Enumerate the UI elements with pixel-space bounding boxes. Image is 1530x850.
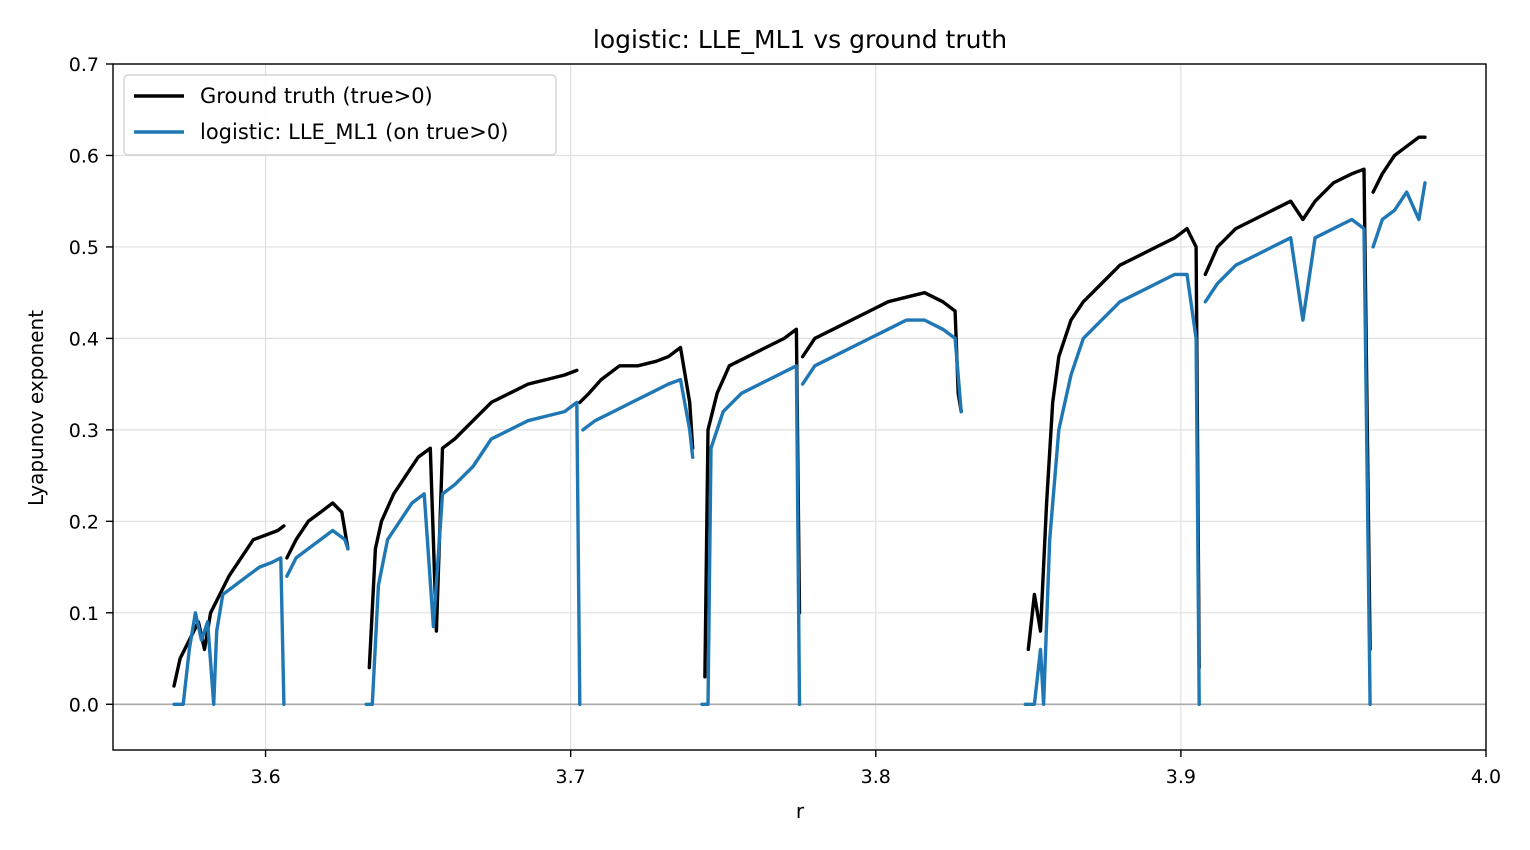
y-tick-label-1: 0.1 [69,603,99,625]
series-0-segment-5 [800,291,963,414]
series-0-segment-0 [172,524,286,688]
x-axis-ticks: 3.6 3.7 3.8 3.9 4.0 [250,750,1501,788]
y-tick-label-4: 0.4 [69,328,99,350]
x-tick-label-1: 3.7 [556,766,586,788]
x-tick-label-3: 3.9 [1166,766,1196,788]
legend-box [123,74,557,156]
series-1-segment-5 [800,318,963,414]
y-tick-label-3: 0.3 [69,420,99,442]
chart-title: logistic: LLE_ML1 vs ground truth [593,25,1007,54]
x-tick-label-4: 4.0 [1471,766,1501,788]
series-1-segment-3 [581,377,695,459]
series-0-segment-6 [1026,226,1201,670]
series-0-segment-7 [1203,167,1372,652]
series-1-segment-8 [1371,181,1427,249]
x-tick-label-0: 3.6 [250,766,280,788]
y-tick-label-5: 0.5 [69,237,99,259]
x-tick-label-2: 3.8 [861,766,891,788]
plot-frame [112,63,1487,751]
legend: Ground truth (true>0) logistic: LLE_ML1 … [123,74,557,156]
series-1-segment-2 [364,400,582,706]
y-axis-label: Lyapunov exponent [24,310,48,506]
y-tick-label-0: 0.0 [69,694,99,716]
y-tick-label-2: 0.2 [69,511,99,533]
y-tick-label-7: 0.7 [69,54,99,76]
y-axis-ticks: 0.0 0.1 0.2 0.3 0.4 0.5 0.6 0.7 [69,54,113,716]
series-layer [172,135,1427,706]
legend-label-lle-ml1: logistic: LLE_ML1 (on true>0) [200,120,508,145]
series-0-segment-8 [1371,135,1427,194]
series-1-segment-1 [285,528,350,578]
series-1-segment-0 [172,556,286,706]
series-0-segment-2 [367,368,579,670]
series-0-segment-3 [578,345,695,450]
y-tick-label-6: 0.6 [69,145,99,167]
legend-label-ground-truth: Ground truth (true>0) [200,84,433,108]
series-1-segment-7 [1203,217,1372,706]
x-axis-label: r [796,799,805,823]
series-1-segment-6 [1023,272,1201,706]
series-1-segment-4 [700,364,802,706]
series-0-segment-4 [703,327,802,679]
series-0-segment-1 [285,501,350,560]
